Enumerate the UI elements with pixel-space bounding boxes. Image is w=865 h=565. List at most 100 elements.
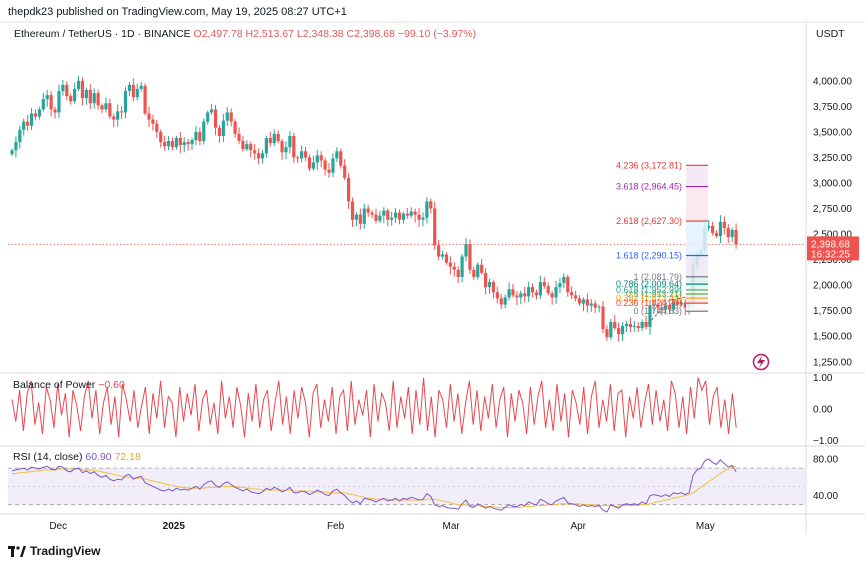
candle-body: [37, 109, 41, 117]
fib-level-label: 0.786 (2,009.64): [616, 279, 682, 289]
candle-body: [151, 119, 155, 124]
candle-body: [33, 113, 38, 117]
candle-body: [382, 210, 386, 216]
candle-body: [327, 169, 331, 173]
x-tick-label: May: [696, 521, 715, 532]
candle-body: [620, 326, 625, 335]
candle-body: [80, 80, 85, 99]
candle-body: [76, 80, 81, 89]
price-y-tick-label: 1,750.00: [813, 306, 852, 317]
fib-level-label: 0.382 (1,873.43): [616, 293, 682, 303]
fib-zone: [686, 276, 708, 285]
fib-zone: [686, 255, 708, 277]
candle-body: [170, 141, 175, 148]
candle-body: [65, 84, 69, 97]
candle-body: [22, 121, 26, 130]
candle-body: [323, 160, 327, 170]
candle-body: [147, 113, 151, 120]
candle-body: [425, 201, 429, 218]
candle-body: [311, 162, 315, 169]
candle-body: [213, 109, 218, 128]
candle-body: [245, 144, 249, 150]
candle-body: [284, 147, 288, 153]
currency-label[interactable]: USDT: [816, 28, 845, 40]
candle-body: [667, 305, 672, 310]
candle-body: [664, 305, 668, 310]
candle-body: [163, 142, 167, 147]
candle-body: [135, 88, 139, 98]
candle-body: [155, 123, 159, 132]
candle-body: [511, 289, 515, 296]
bop-y-tick-label: 0.00: [813, 405, 833, 416]
candle-body: [628, 323, 633, 328]
x-tick-label: Feb: [327, 521, 345, 532]
price-y-tick-label: 3,000.00: [813, 178, 852, 189]
candle-body: [272, 133, 276, 144]
candle-body: [675, 301, 679, 305]
candle-body: [233, 121, 237, 134]
candle-body: [515, 295, 519, 298]
candle-body: [444, 254, 449, 263]
candle-body: [10, 150, 14, 155]
price-change: −99.10 (−3.97%): [397, 28, 477, 40]
candle-body: [119, 111, 124, 113]
fib-zone: [686, 289, 708, 295]
candle-body: [507, 289, 511, 298]
candle-body: [194, 131, 198, 141]
candle-body: [378, 215, 382, 221]
candle-body: [433, 208, 437, 246]
fib-level-label: 1.618 (2,290.15): [616, 250, 682, 260]
candle-body: [483, 272, 488, 288]
rsi-legend[interactable]: RSI (14, close) 60.90 72.18: [13, 451, 141, 463]
candle-body: [347, 177, 351, 202]
candle-body: [409, 211, 413, 216]
candle-body: [202, 121, 206, 142]
fib-level-label: 0.618 (1,952.99): [616, 285, 682, 295]
candle-body: [237, 133, 241, 142]
tradingview-footer[interactable]: TradingView: [8, 544, 100, 558]
candle-body: [14, 142, 18, 151]
candle-body: [112, 116, 116, 120]
candle-body: [499, 298, 503, 305]
candle-body: [268, 137, 272, 144]
candle-body: [417, 214, 421, 220]
lightning-icon: [752, 353, 770, 371]
candle-body: [711, 225, 715, 234]
fib-level-label: 3.618 (2,964.45): [616, 182, 682, 192]
candle-body: [397, 212, 402, 220]
candle-body: [523, 293, 527, 297]
candle-body: [249, 144, 253, 151]
candle-body: [542, 282, 546, 287]
candle-body: [198, 131, 202, 142]
bop-legend[interactable]: Balance of Power −0.60: [13, 379, 125, 391]
symbol-name[interactable]: Ethereum / TetherUS · 1D · BINANCE: [14, 28, 191, 40]
rsi-ma-value: 72.18: [114, 451, 141, 463]
fib-zone: [686, 294, 708, 299]
candle-body: [276, 133, 280, 142]
published-caption: thepdk23 published on TradingView.com, M…: [8, 6, 347, 18]
candle-body: [421, 217, 425, 220]
price-y-tick-label: 2,750.00: [813, 204, 852, 215]
candle-body: [84, 89, 88, 99]
candle-body: [464, 244, 468, 257]
price-y-tick-label: 2,250.00: [813, 255, 852, 266]
x-tick-label: Dec: [49, 521, 67, 532]
candle-body: [29, 113, 34, 126]
price-y-tick-label: 1,250.00: [813, 357, 852, 368]
candle-body: [241, 141, 245, 150]
candle-body: [288, 135, 292, 148]
candle-body: [217, 127, 222, 136]
candle-body: [679, 302, 683, 305]
candle-body: [190, 140, 194, 145]
fib-level-label: 0.236 (1,824.20): [616, 298, 682, 308]
candle-body: [88, 89, 92, 104]
candle-body: [476, 264, 480, 277]
rsi-y-tick-label: 80.00: [813, 454, 838, 465]
candle-body: [390, 217, 394, 220]
candle-body: [319, 155, 323, 161]
candle-body: [45, 95, 49, 100]
candle-body: [495, 292, 499, 299]
candle-body: [593, 303, 597, 308]
candle-body: [123, 90, 128, 113]
candle-body: [636, 326, 640, 329]
